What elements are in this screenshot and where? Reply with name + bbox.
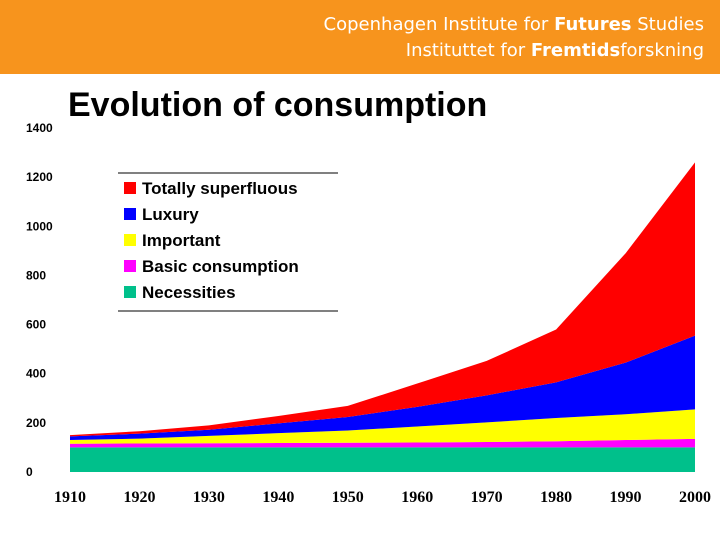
institute-name-danish: Instituttet for Fremtidsforskning	[405, 40, 704, 61]
legend-label-necessities: Necessities	[142, 283, 236, 302]
legend-swatch-necessities	[124, 286, 136, 298]
legend-swatch-basic-consumption	[124, 260, 136, 272]
x-tick-label: 1930	[193, 489, 225, 506]
legend-swatch-luxury	[124, 208, 136, 220]
chart-title: Evolution of consumption	[68, 86, 488, 124]
x-tick-label: 1980	[540, 489, 572, 506]
y-tick-label: 1200	[26, 170, 53, 184]
y-axis-ticks: 0 200 400 600 800 1000 1200 1400	[26, 121, 53, 479]
x-tick-label: 1990	[610, 489, 642, 506]
x-tick-label: 1910	[54, 489, 86, 506]
legend-label-basic-consumption: Basic consumption	[142, 257, 299, 276]
x-tick-label: 1960	[401, 489, 433, 506]
x-tick-label: 1920	[123, 489, 155, 506]
area-important	[70, 409, 695, 444]
legend-label-important: Important	[142, 231, 221, 250]
y-tick-label: 1400	[26, 121, 53, 135]
y-tick-label: 0	[26, 465, 33, 479]
area-basic-consumption	[70, 438, 695, 448]
legend-label-luxury: Luxury	[142, 205, 199, 224]
y-tick-label: 200	[26, 416, 46, 430]
area-necessities	[70, 447, 695, 472]
legend-label-totally-superfluous: Totally superfluous	[142, 179, 298, 198]
x-tick-label: 1970	[471, 489, 503, 506]
y-tick-label: 600	[26, 318, 46, 332]
x-tick-label: 1950	[332, 489, 364, 506]
area-luxury	[70, 335, 695, 441]
legend-swatch-important	[124, 234, 136, 246]
area-series-group	[70, 162, 695, 472]
y-tick-label: 1000	[26, 219, 53, 233]
y-tick-label: 800	[26, 268, 46, 282]
institute-name-english: Copenhagen Institute for Futures Studies	[323, 14, 704, 35]
x-tick-label: 1940	[262, 489, 294, 506]
x-axis-ticks: 1910 1920 1930 1940 1950 1960 1970 1980 1990 2000	[54, 489, 711, 506]
x-tick-label: 2000	[679, 489, 711, 506]
legend-swatch-totally-superfluous	[124, 182, 136, 194]
header-banner: Copenhagen Institute for Futures Studies…	[0, 0, 720, 74]
area-totally-superfluous	[70, 162, 695, 437]
y-tick-label: 400	[26, 367, 46, 381]
legend: Totally superfluous Luxury Important Basic …	[118, 172, 338, 312]
